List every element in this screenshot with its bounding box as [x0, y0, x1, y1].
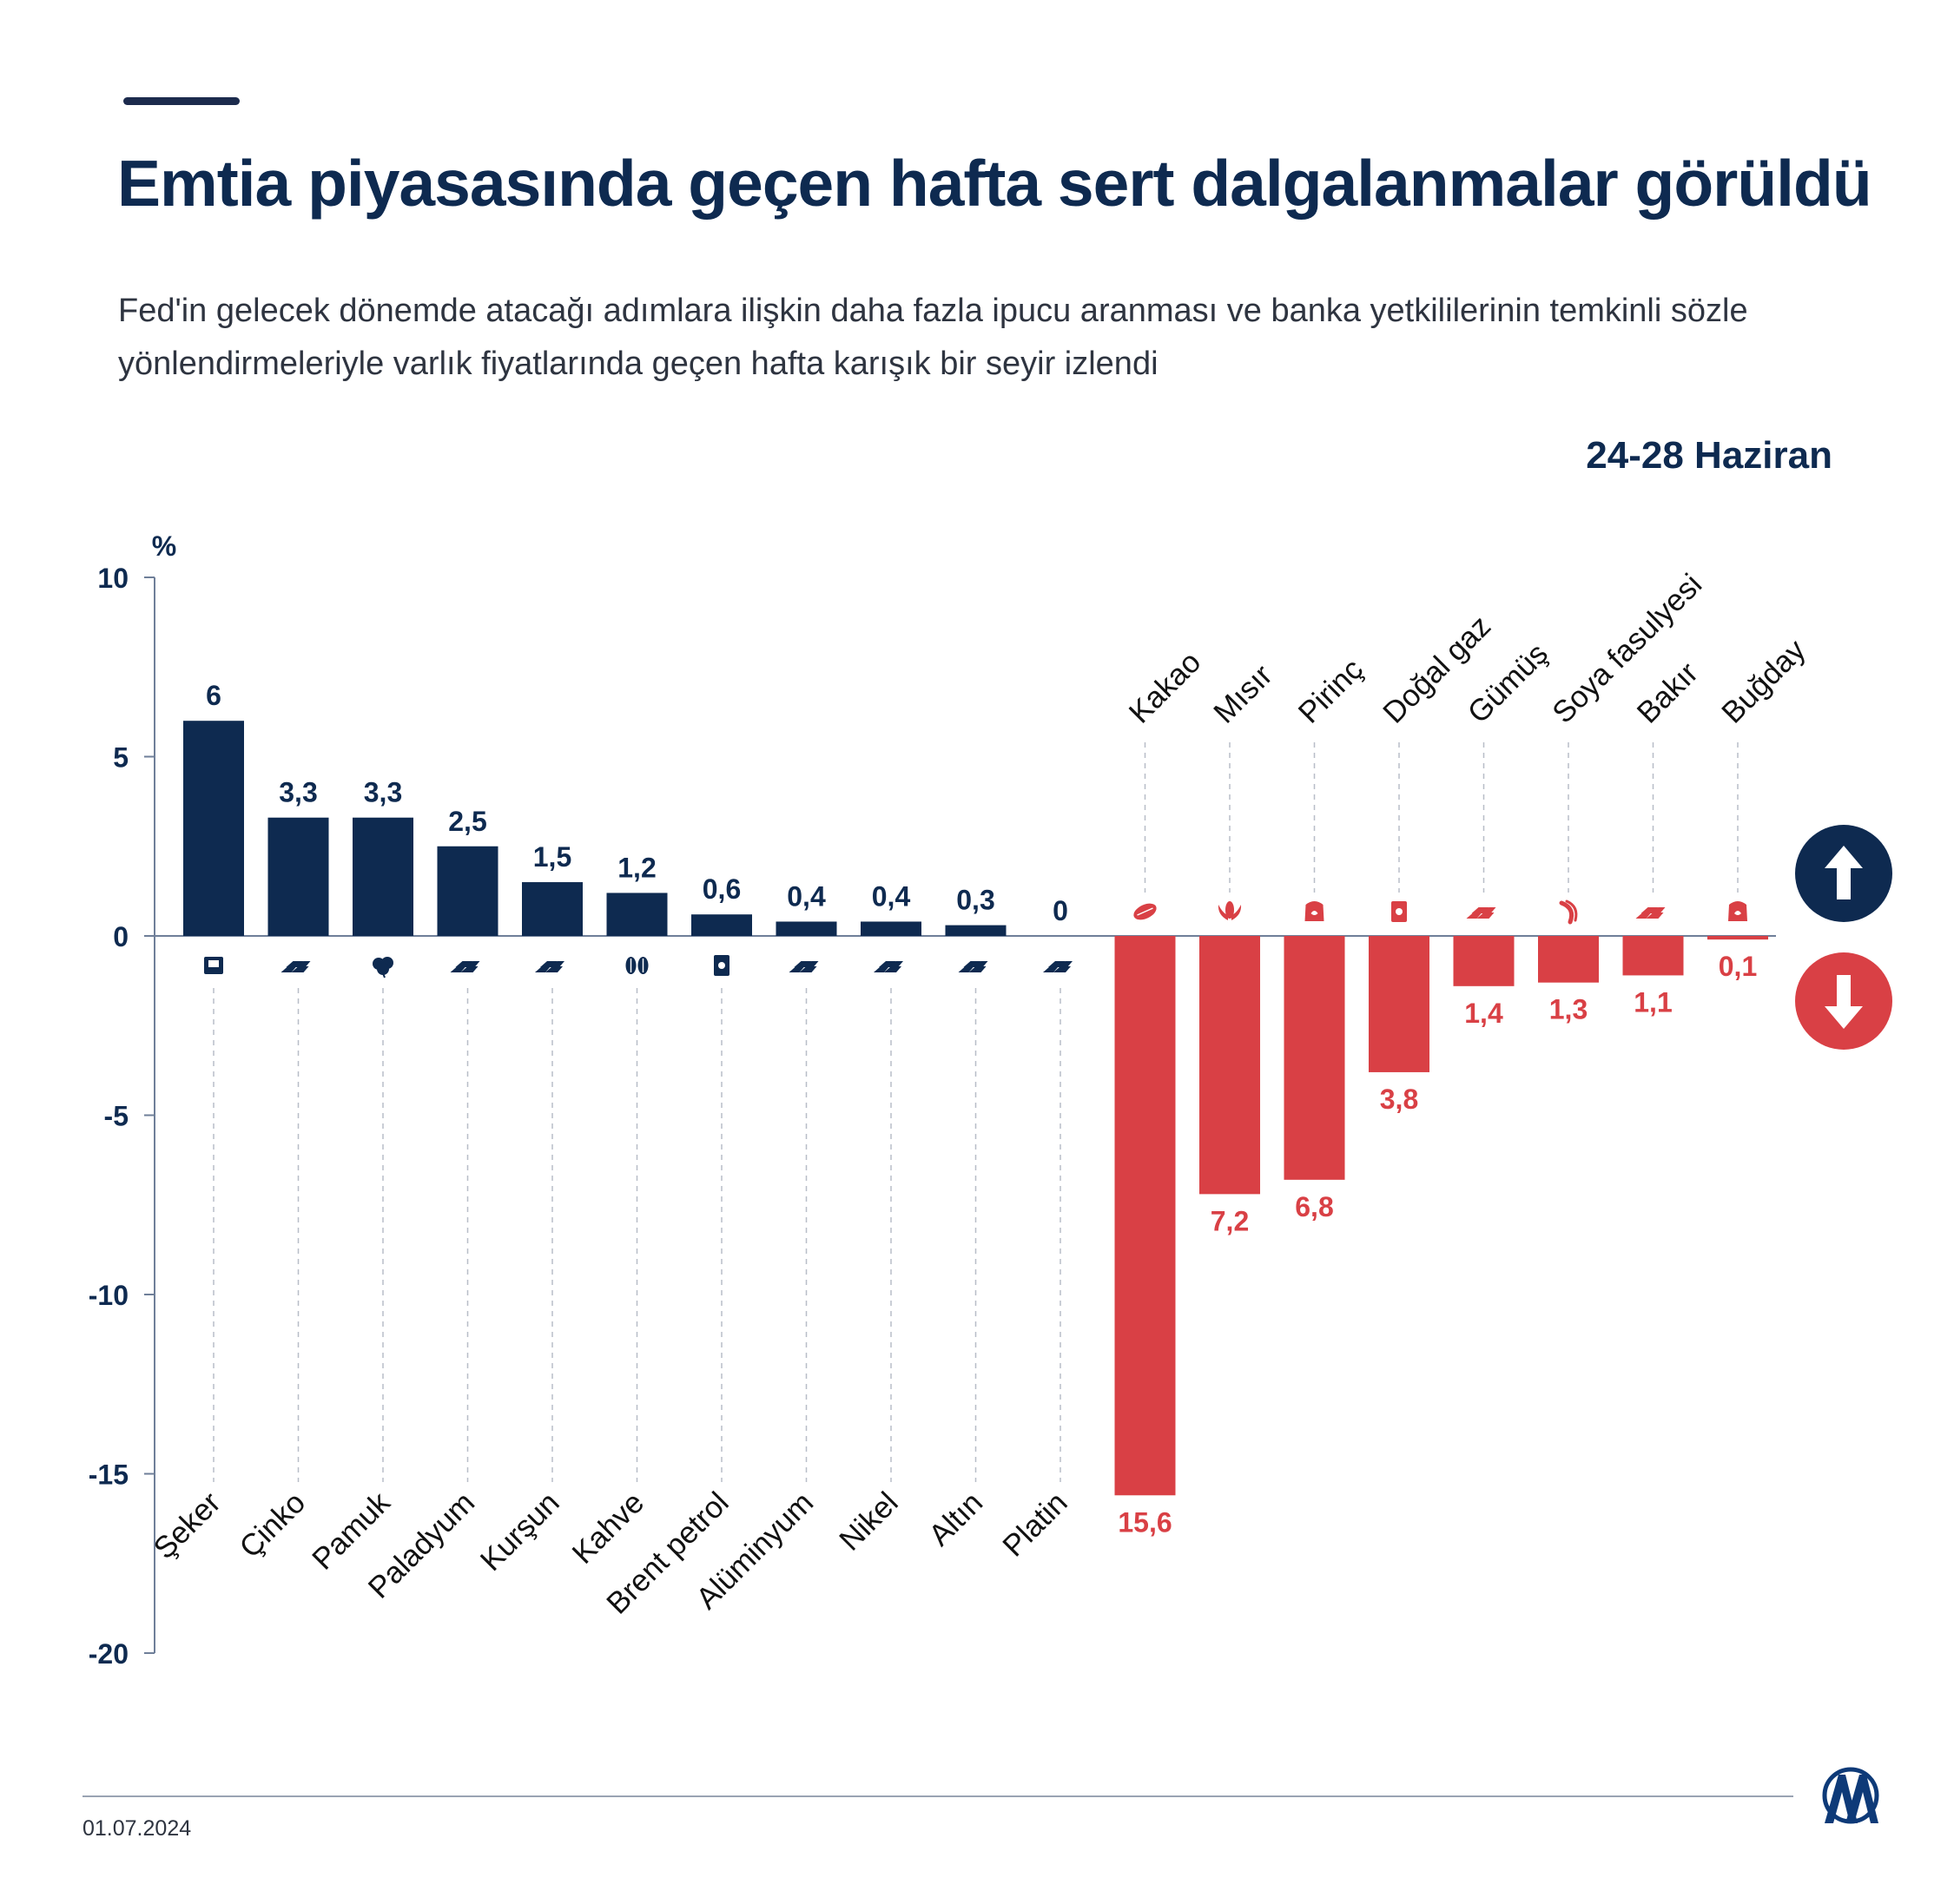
bar [1369, 936, 1429, 1072]
metal-bars-icon [281, 961, 311, 972]
metal-bars-icon [1466, 907, 1496, 919]
category-label: Kurşun [474, 1486, 566, 1578]
value-label: 3,3 [364, 777, 402, 808]
category-label: Soya fasulyesi [1546, 568, 1708, 730]
value-label: 1,5 [533, 841, 571, 873]
bar [1114, 936, 1176, 1496]
wheat-sack-icon [1728, 901, 1747, 921]
y-tick-label: -10 [89, 1280, 129, 1311]
bar [1199, 936, 1260, 1195]
category-label: Mısır [1207, 658, 1279, 730]
arrow-down-icon [1795, 952, 1892, 1050]
value-label: 0,1 [1719, 951, 1757, 982]
value-label: 1,2 [617, 852, 656, 883]
chart-title: Emtia piyasasında geçen hafta sert dalga… [117, 147, 1872, 220]
category-label: Kakao [1123, 645, 1208, 730]
sugar-sack-icon [204, 957, 223, 974]
cocoa-pod-icon [1133, 903, 1157, 920]
date-range: 24-28 Haziran [1586, 434, 1832, 477]
bar [945, 925, 1007, 936]
metal-bars-icon [535, 961, 564, 972]
bar [1453, 936, 1515, 986]
bar [776, 921, 837, 936]
bar [1707, 936, 1768, 940]
value-label: 1,1 [1634, 986, 1672, 1018]
cotton-icon [373, 957, 393, 978]
bar [1538, 936, 1599, 983]
metal-bars-icon [450, 961, 480, 972]
value-label: 0 [1053, 895, 1068, 926]
category-label: Platin [996, 1486, 1073, 1563]
metal-bars-icon [1043, 961, 1073, 972]
metal-bars-icon [958, 961, 988, 972]
y-tick-label: -5 [104, 1101, 129, 1132]
coffee-beans-icon [625, 957, 649, 974]
category-label: Çinko [233, 1486, 312, 1565]
corn-icon [1218, 901, 1242, 920]
value-label: 0,4 [872, 880, 911, 912]
value-label: 2,5 [448, 806, 486, 837]
y-tick-label: -15 [89, 1459, 129, 1491]
value-label: 1,4 [1464, 998, 1503, 1029]
value-label: 0,3 [956, 885, 994, 916]
value-label: 1,3 [1549, 994, 1588, 1025]
bar [267, 817, 329, 936]
soybean-icon [1559, 899, 1578, 925]
y-tick-label: 10 [97, 563, 129, 594]
header-accent-bar [123, 97, 240, 105]
gas-barrel-icon [1391, 901, 1407, 922]
footer-divider [83, 1795, 1793, 1797]
value-label: 15,6 [1118, 1506, 1172, 1538]
metal-bars-icon [1635, 907, 1666, 919]
oil-barrel-icon [714, 955, 729, 976]
value-label: 3,3 [279, 777, 317, 808]
metal-bars-icon [789, 961, 819, 972]
category-label: Kahve [565, 1486, 650, 1571]
category-label: Altın [922, 1486, 989, 1552]
value-label: 6 [206, 680, 221, 711]
bar [1284, 936, 1345, 1180]
chart-subtitle: Fed'in gelecek dönemde atacağı adımlara … [118, 293, 1748, 382]
metal-bars-icon [874, 961, 903, 972]
bar [861, 921, 921, 936]
arrow-up-icon [1795, 825, 1892, 922]
bar [522, 882, 583, 936]
category-label: Şeker [147, 1486, 227, 1565]
bar [1622, 936, 1684, 976]
bar [183, 721, 244, 936]
rice-sack-icon [1304, 901, 1324, 921]
value-label: 0,4 [787, 880, 826, 912]
y-tick-label: -20 [89, 1638, 129, 1670]
bar [606, 893, 668, 936]
category-label: Buğday [1715, 633, 1812, 730]
footer-date: 01.07.2024 [83, 1816, 192, 1841]
y-axis-unit-label: % [152, 530, 176, 562]
category-label: Nikel [833, 1486, 905, 1558]
bar [437, 846, 498, 936]
agency-logo [1822, 1767, 1879, 1824]
value-label: 7,2 [1211, 1205, 1249, 1236]
value-label: 6,8 [1295, 1191, 1333, 1222]
bar [691, 914, 752, 936]
category-label: Bakır [1631, 656, 1706, 730]
category-label: Pirinç [1292, 652, 1370, 729]
value-label: 3,8 [1380, 1084, 1418, 1115]
y-tick-label: 0 [113, 921, 129, 952]
bar [353, 817, 413, 936]
value-label: 0,6 [703, 873, 741, 905]
y-tick-label: 5 [113, 742, 129, 774]
